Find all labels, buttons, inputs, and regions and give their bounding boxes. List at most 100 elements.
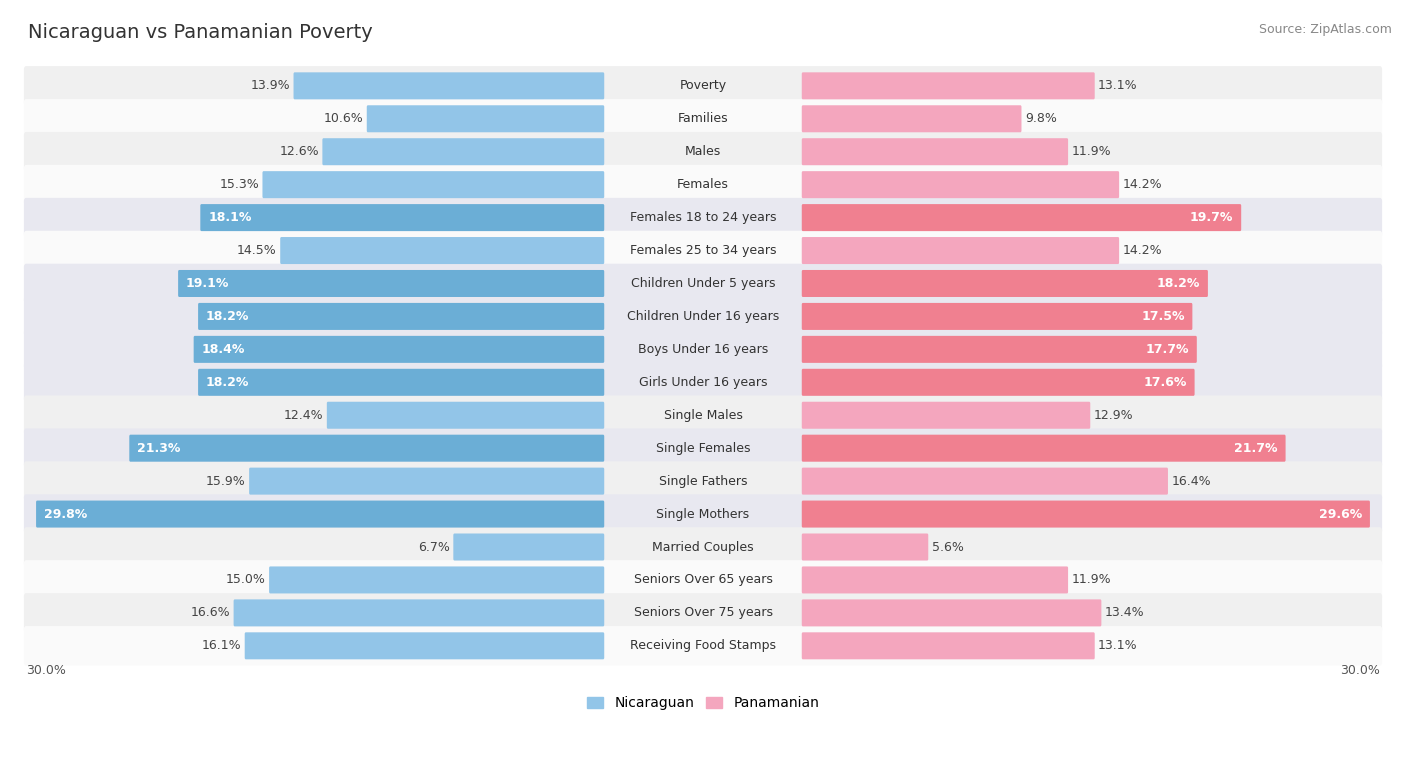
FancyBboxPatch shape: [24, 494, 1382, 534]
FancyBboxPatch shape: [24, 296, 1382, 337]
Text: Males: Males: [685, 146, 721, 158]
FancyBboxPatch shape: [367, 105, 605, 133]
Text: 13.1%: 13.1%: [1098, 639, 1137, 653]
FancyBboxPatch shape: [24, 132, 1382, 171]
Text: Receiving Food Stamps: Receiving Food Stamps: [630, 639, 776, 653]
FancyBboxPatch shape: [24, 362, 1382, 402]
Text: Married Couples: Married Couples: [652, 540, 754, 553]
Text: Females 25 to 34 years: Females 25 to 34 years: [630, 244, 776, 257]
Text: 19.1%: 19.1%: [186, 277, 229, 290]
FancyBboxPatch shape: [24, 99, 1382, 139]
Text: 9.8%: 9.8%: [1025, 112, 1057, 125]
FancyBboxPatch shape: [24, 264, 1382, 303]
FancyBboxPatch shape: [280, 237, 605, 264]
FancyBboxPatch shape: [801, 534, 928, 560]
Text: 12.9%: 12.9%: [1094, 409, 1133, 421]
Text: 19.7%: 19.7%: [1189, 211, 1233, 224]
Text: 13.4%: 13.4%: [1105, 606, 1144, 619]
FancyBboxPatch shape: [179, 270, 605, 297]
FancyBboxPatch shape: [801, 204, 1241, 231]
Text: 30.0%: 30.0%: [27, 664, 66, 677]
Text: Single Females: Single Females: [655, 442, 751, 455]
Text: 29.6%: 29.6%: [1319, 508, 1362, 521]
Text: 21.3%: 21.3%: [136, 442, 180, 455]
FancyBboxPatch shape: [263, 171, 605, 198]
FancyBboxPatch shape: [37, 500, 605, 528]
Text: Boys Under 16 years: Boys Under 16 years: [638, 343, 768, 356]
Text: 12.4%: 12.4%: [284, 409, 323, 421]
Text: 17.6%: 17.6%: [1143, 376, 1187, 389]
FancyBboxPatch shape: [801, 237, 1119, 264]
Text: Girls Under 16 years: Girls Under 16 years: [638, 376, 768, 389]
Text: 15.3%: 15.3%: [219, 178, 259, 191]
FancyBboxPatch shape: [200, 204, 605, 231]
Text: Seniors Over 65 years: Seniors Over 65 years: [634, 574, 772, 587]
Text: 15.0%: 15.0%: [226, 574, 266, 587]
Text: 6.7%: 6.7%: [418, 540, 450, 553]
Legend: Nicaraguan, Panamanian: Nicaraguan, Panamanian: [581, 691, 825, 716]
Text: 30.0%: 30.0%: [1340, 664, 1379, 677]
FancyBboxPatch shape: [129, 434, 605, 462]
Text: 12.6%: 12.6%: [280, 146, 319, 158]
Text: 18.4%: 18.4%: [201, 343, 245, 356]
Text: 18.1%: 18.1%: [208, 211, 252, 224]
Text: 21.7%: 21.7%: [1234, 442, 1278, 455]
Text: 17.5%: 17.5%: [1142, 310, 1185, 323]
Text: 13.9%: 13.9%: [250, 80, 290, 92]
FancyBboxPatch shape: [24, 528, 1382, 567]
FancyBboxPatch shape: [24, 330, 1382, 369]
FancyBboxPatch shape: [801, 402, 1090, 429]
FancyBboxPatch shape: [801, 336, 1197, 363]
FancyBboxPatch shape: [24, 66, 1382, 105]
FancyBboxPatch shape: [801, 105, 1022, 133]
FancyBboxPatch shape: [322, 138, 605, 165]
FancyBboxPatch shape: [194, 336, 605, 363]
FancyBboxPatch shape: [453, 534, 605, 560]
Text: Children Under 16 years: Children Under 16 years: [627, 310, 779, 323]
Text: 5.6%: 5.6%: [932, 540, 963, 553]
FancyBboxPatch shape: [24, 165, 1382, 205]
Text: 17.7%: 17.7%: [1146, 343, 1189, 356]
Text: 13.1%: 13.1%: [1098, 80, 1137, 92]
FancyBboxPatch shape: [24, 428, 1382, 468]
Text: 16.6%: 16.6%: [191, 606, 231, 619]
FancyBboxPatch shape: [801, 600, 1101, 626]
FancyBboxPatch shape: [24, 593, 1382, 633]
Text: Single Fathers: Single Fathers: [659, 475, 747, 487]
Text: 15.9%: 15.9%: [207, 475, 246, 487]
FancyBboxPatch shape: [801, 270, 1208, 297]
FancyBboxPatch shape: [801, 171, 1119, 198]
Text: Females 18 to 24 years: Females 18 to 24 years: [630, 211, 776, 224]
FancyBboxPatch shape: [801, 369, 1195, 396]
FancyBboxPatch shape: [245, 632, 605, 659]
Text: 29.8%: 29.8%: [44, 508, 87, 521]
Text: 16.1%: 16.1%: [201, 639, 242, 653]
Text: 18.2%: 18.2%: [205, 310, 249, 323]
Text: Females: Females: [678, 178, 728, 191]
Text: 14.2%: 14.2%: [1122, 244, 1163, 257]
FancyBboxPatch shape: [24, 560, 1382, 600]
Text: Families: Families: [678, 112, 728, 125]
FancyBboxPatch shape: [24, 230, 1382, 271]
Text: 11.9%: 11.9%: [1071, 146, 1111, 158]
FancyBboxPatch shape: [801, 72, 1095, 99]
FancyBboxPatch shape: [24, 198, 1382, 237]
FancyBboxPatch shape: [801, 303, 1192, 330]
Text: 18.2%: 18.2%: [1157, 277, 1201, 290]
FancyBboxPatch shape: [198, 369, 605, 396]
FancyBboxPatch shape: [801, 566, 1069, 594]
FancyBboxPatch shape: [326, 402, 605, 429]
Text: Nicaraguan vs Panamanian Poverty: Nicaraguan vs Panamanian Poverty: [28, 23, 373, 42]
FancyBboxPatch shape: [801, 632, 1095, 659]
FancyBboxPatch shape: [294, 72, 605, 99]
FancyBboxPatch shape: [24, 396, 1382, 435]
Text: Seniors Over 75 years: Seniors Over 75 years: [634, 606, 772, 619]
FancyBboxPatch shape: [24, 462, 1382, 501]
Text: Single Males: Single Males: [664, 409, 742, 421]
Text: 16.4%: 16.4%: [1171, 475, 1211, 487]
Text: Children Under 5 years: Children Under 5 years: [631, 277, 775, 290]
Text: 18.2%: 18.2%: [205, 376, 249, 389]
Text: 10.6%: 10.6%: [323, 112, 363, 125]
FancyBboxPatch shape: [24, 626, 1382, 666]
FancyBboxPatch shape: [198, 303, 605, 330]
